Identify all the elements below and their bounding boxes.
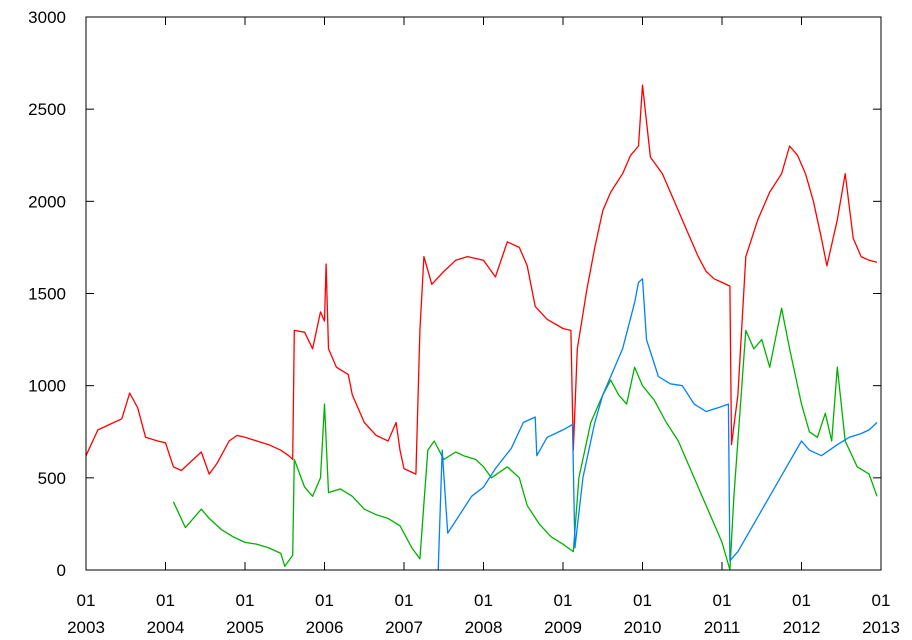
x-tick-label-month: 01 [474, 591, 493, 610]
x-tick-label-month: 01 [633, 591, 652, 610]
x-tick-label-month: 01 [872, 591, 891, 610]
x-tick-label-year: 2006 [306, 618, 344, 637]
y-tick-label: 0 [57, 561, 66, 580]
y-tick-label: 2000 [28, 192, 66, 211]
series-layer [85, 84, 878, 571]
x-tick-label-year: 2011 [704, 618, 741, 637]
series-3-line [437, 278, 878, 571]
x-tick-label-month: 01 [77, 591, 96, 610]
tick-layer: 0 500 1000 1500 2000 2500 3000 01 2003 01 2004 01 20… [28, 8, 900, 637]
y-tick-label: 500 [38, 469, 66, 488]
series-2-line [172, 307, 878, 571]
x-tick-label-year: 2004 [147, 618, 185, 637]
y-tick-label: 1500 [28, 285, 66, 304]
x-tick-label-month: 01 [395, 591, 414, 610]
x-tick-label-month: 01 [156, 591, 175, 610]
x-tick-label-month: 01 [713, 591, 732, 610]
x-tick-label-year: 2010 [624, 618, 662, 637]
x-tick-label-year: 2005 [226, 618, 264, 637]
x-tick-label-year: 2013 [862, 618, 900, 637]
x-tick-label-year: 2008 [465, 618, 503, 637]
x-tick-label-month: 01 [792, 591, 811, 610]
x-tick-label-year: 2009 [544, 618, 582, 637]
y-tick-label: 3000 [28, 8, 66, 27]
x-tick-label-year: 2007 [385, 618, 423, 637]
y-tick-label: 1000 [28, 377, 66, 396]
x-tick-label-year: 2012 [783, 618, 821, 637]
series-1-line [85, 84, 878, 475]
x-tick-label-year: 2003 [67, 618, 105, 637]
x-tick-label-month: 01 [315, 591, 334, 610]
y-tick-label: 2500 [28, 100, 66, 119]
x-tick-label-month: 01 [236, 591, 255, 610]
x-tick-label-month: 01 [554, 591, 573, 610]
